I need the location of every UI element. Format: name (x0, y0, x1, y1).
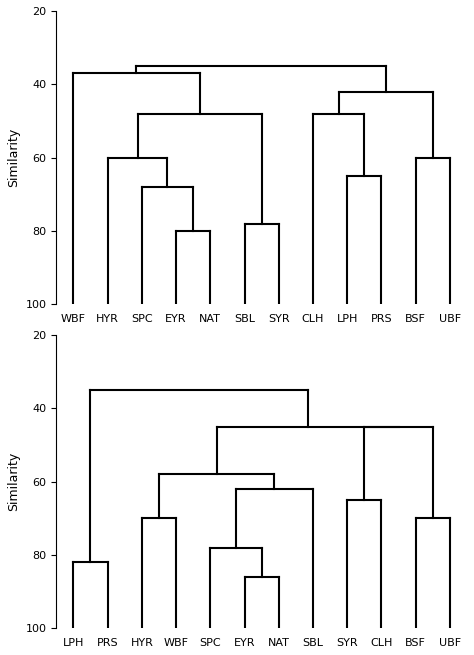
Y-axis label: Similarity: Similarity (7, 452, 20, 512)
Y-axis label: Similarity: Similarity (7, 128, 20, 187)
